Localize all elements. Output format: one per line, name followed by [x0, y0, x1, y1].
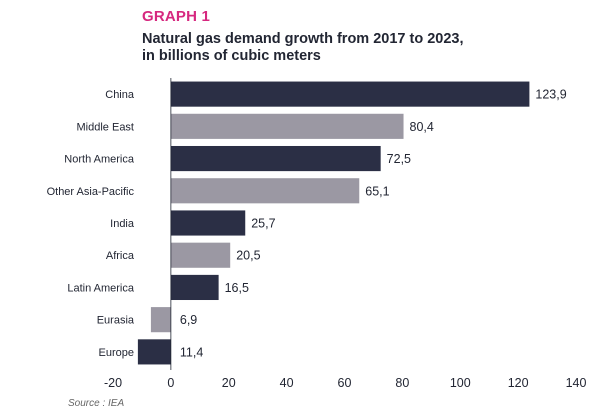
x-tick-label: 60 — [338, 376, 352, 390]
bar-north-america — [170, 145, 381, 172]
value-label: 20,5 — [236, 249, 260, 263]
bar-africa — [170, 242, 231, 268]
category-label: Middle East — [77, 121, 134, 133]
bar-other-asia-pacific — [170, 178, 360, 204]
value-label: 65,1 — [365, 184, 389, 198]
value-label: 25,7 — [251, 217, 275, 231]
category-label: China — [105, 89, 135, 101]
value-label: 72,5 — [387, 152, 411, 166]
category-label: Africa — [106, 250, 135, 262]
category-label: Other Asia-Pacific — [47, 186, 135, 198]
bar-europe — [137, 339, 171, 365]
value-label: 6,9 — [180, 313, 197, 327]
chart-title-line-2: in billions of cubic meters — [142, 48, 321, 64]
category-label: Eurasia — [97, 315, 135, 327]
category-label: Latin America — [67, 282, 135, 294]
bar-middle-east — [170, 113, 404, 139]
graph-label: GRAPH 1 — [142, 8, 211, 25]
x-tick-label: 40 — [280, 376, 294, 390]
bar-eurasia — [150, 307, 171, 333]
x-tick-label: 0 — [167, 376, 174, 390]
chart-title-line-1: Natural gas demand growth from 2017 to 2… — [142, 31, 464, 47]
bar-india — [170, 210, 246, 236]
x-tick-label: -20 — [104, 376, 122, 390]
x-tick-label: 80 — [395, 376, 409, 390]
category-label: India — [110, 218, 135, 230]
value-label: 123,9 — [535, 88, 566, 102]
source-note: Source : IEA — [68, 398, 125, 409]
chart-title: Natural gas demand growth from 2017 to 2… — [142, 31, 582, 65]
value-label: 11,4 — [180, 345, 203, 359]
category-label: North America — [64, 154, 135, 166]
x-tick-label: 140 — [566, 376, 587, 390]
x-tick-label: 20 — [222, 376, 236, 390]
value-label: 80,4 — [410, 120, 434, 134]
x-tick-label: 120 — [508, 376, 529, 390]
category-label: Europe — [99, 347, 134, 359]
value-label: 16,5 — [225, 281, 249, 295]
x-tick-label: 100 — [450, 376, 471, 390]
bar-latin-america — [170, 274, 219, 301]
bar-china — [170, 81, 530, 107]
